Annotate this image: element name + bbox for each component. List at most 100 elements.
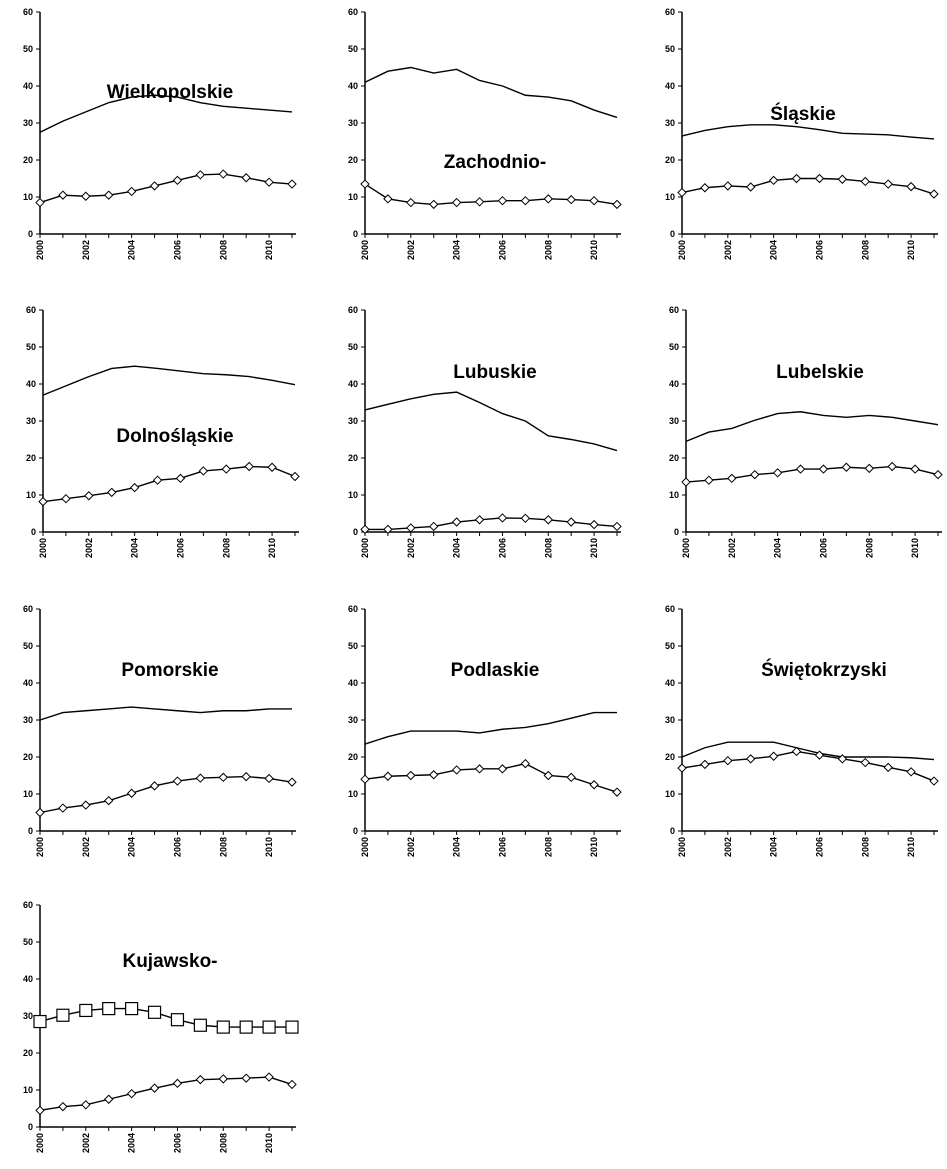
data-point-diamond — [727, 473, 737, 484]
data-point-diamond — [860, 176, 870, 187]
series-line — [39, 173, 293, 204]
series-line — [681, 741, 935, 761]
data-point-diamond — [195, 170, 206, 180]
y-tick-label: 0 — [31, 527, 36, 537]
x-tick-label: 2006 — [497, 538, 507, 558]
data-point-diamond — [221, 464, 231, 474]
data-point-diamond — [772, 468, 783, 478]
x-tick-label: 2000 — [35, 1133, 45, 1153]
y-tick-label: 0 — [674, 527, 679, 537]
x-tick-label: 2010 — [589, 538, 599, 558]
data-point-diamond — [910, 464, 920, 474]
x-tick-label: 2008 — [543, 240, 553, 260]
y-tick-label: 0 — [670, 826, 675, 836]
chart-panel: 0 10 20 30 40 50 60 2000 2002 2004 2006 2008 2010 Kuj… — [23, 900, 299, 1153]
x-tick-label: 2000 — [681, 538, 691, 558]
x-tick-label: 2004 — [452, 538, 462, 558]
data-point-diamond — [290, 471, 300, 482]
data-point-diamond — [746, 182, 756, 192]
data-point-square — [285, 1020, 299, 1034]
data-point-diamond — [429, 521, 439, 532]
data-point-diamond — [218, 1074, 228, 1084]
data-point-diamond — [566, 194, 576, 205]
chart-title: Dolnośląskie — [116, 426, 233, 447]
data-point-diamond — [149, 1083, 160, 1093]
data-point-diamond — [612, 199, 622, 210]
y-tick-label: 10 — [23, 192, 33, 202]
y-tick-label: 10 — [23, 1085, 33, 1095]
y-tick-label: 0 — [28, 826, 33, 836]
data-point-diamond — [383, 771, 393, 781]
data-point-diamond — [149, 781, 160, 791]
x-tick-label: 2006 — [172, 1133, 182, 1153]
chart-title: Zachodnio- — [444, 152, 546, 173]
data-point-diamond — [58, 190, 68, 200]
x-tick-label: 2004 — [127, 240, 137, 260]
data-point-diamond — [241, 771, 251, 782]
x-tick-label: 2002 — [81, 240, 91, 260]
y-tick-label: 50 — [665, 44, 675, 54]
y-tick-label: 40 — [23, 974, 33, 984]
y-tick-label: 50 — [23, 937, 33, 947]
data-point-diamond — [589, 195, 599, 206]
data-point-diamond — [429, 199, 439, 210]
data-point-diamond — [520, 195, 531, 206]
data-point-diamond — [700, 759, 710, 770]
data-point-diamond — [172, 776, 183, 786]
x-tick-label: 2002 — [81, 1133, 91, 1153]
data-point-diamond — [589, 519, 599, 530]
chart-panel: 0 10 20 30 40 50 60 2000 2002 2004 2006 2008 2010 Pom… — [23, 604, 297, 857]
y-tick-label: 10 — [348, 789, 358, 799]
y-tick-label: 20 — [26, 453, 36, 463]
data-point-diamond — [723, 755, 733, 766]
data-point-square — [102, 1001, 116, 1016]
data-point-diamond — [566, 517, 576, 527]
chart-panel: 0 10 20 30 40 50 60 2000 2002 2004 2006 2008 2010 Wie… — [23, 7, 297, 260]
y-tick-label: 30 — [669, 416, 679, 426]
x-tick-label: 2000 — [677, 240, 687, 260]
y-tick-label: 60 — [23, 7, 33, 17]
x-tick-label: 2002 — [406, 240, 416, 260]
y-tick-label: 10 — [26, 490, 36, 500]
y-tick-label: 40 — [23, 678, 33, 688]
data-point-diamond — [677, 187, 687, 198]
data-point-diamond — [723, 181, 733, 191]
series-line — [39, 706, 292, 721]
data-point-square — [262, 1020, 276, 1034]
data-point-diamond — [887, 461, 897, 472]
chart-panel: 0 10 20 30 40 50 60 2000 2002 2004 2006 2008 2010 Lub… — [669, 305, 943, 558]
chart-title: Lubelskie — [776, 362, 864, 383]
data-point-diamond — [126, 788, 137, 798]
x-tick-label: 2010 — [264, 240, 274, 260]
data-point-diamond — [195, 1074, 206, 1085]
x-tick-label: 2008 — [218, 837, 228, 857]
data-point-diamond — [497, 764, 508, 774]
data-point-diamond — [383, 524, 393, 535]
x-tick-label: 2002 — [81, 837, 91, 857]
x-tick-label: 2006 — [814, 837, 824, 857]
data-point-diamond — [814, 750, 825, 760]
x-tick-label: 2010 — [264, 837, 274, 857]
data-point-diamond — [497, 513, 508, 523]
x-tick-label: 2006 — [172, 240, 182, 260]
series-line — [681, 177, 935, 195]
chart-title: Kujawsko- — [122, 951, 217, 972]
y-tick-label: 40 — [348, 379, 358, 389]
x-tick-label: 2010 — [906, 240, 916, 260]
data-point-diamond — [149, 181, 160, 191]
y-tick-label: 60 — [23, 900, 33, 910]
series-line — [364, 66, 618, 119]
y-tick-label: 50 — [26, 342, 36, 352]
series-line — [685, 411, 939, 442]
data-point-diamond — [520, 758, 531, 769]
data-point-diamond — [520, 513, 531, 524]
x-tick-label: 2000 — [360, 837, 370, 857]
y-tick-label: 50 — [348, 342, 358, 352]
y-tick-label: 60 — [348, 604, 358, 614]
data-point-diamond — [612, 787, 622, 797]
y-tick-label: 10 — [23, 789, 33, 799]
y-tick-label: 10 — [348, 192, 358, 202]
data-point-square — [147, 1005, 162, 1019]
chart-title: Lubuskie — [453, 362, 536, 383]
